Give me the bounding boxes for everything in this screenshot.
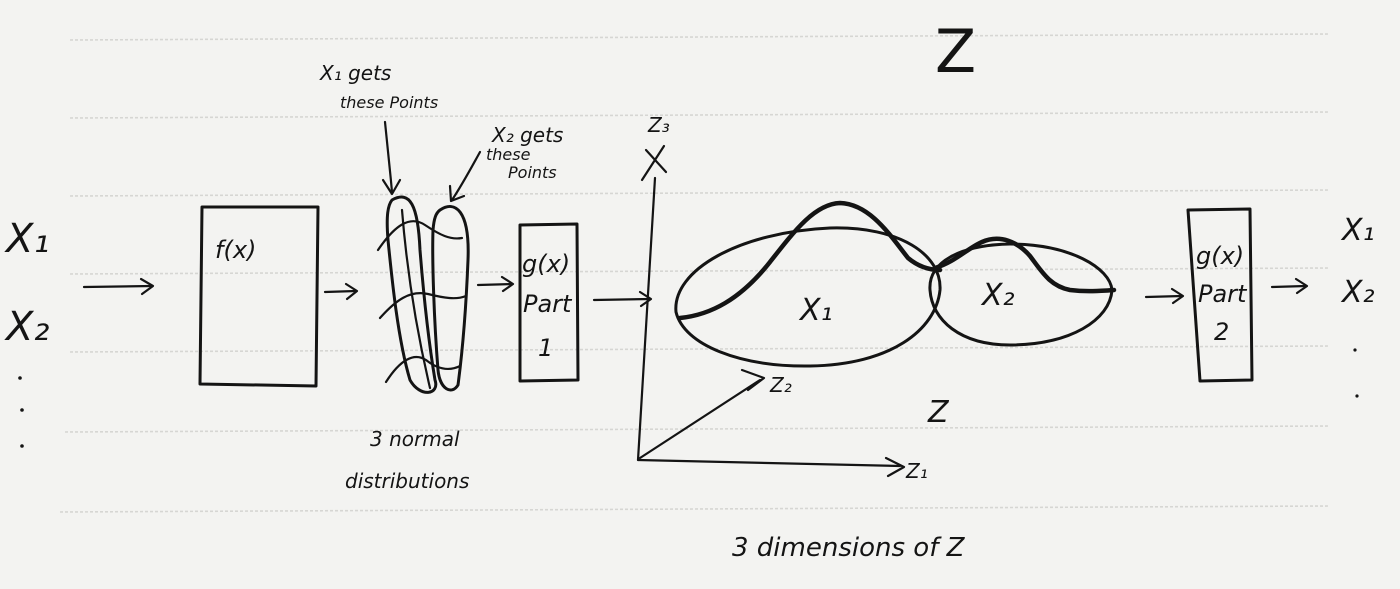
x2-points-pointer xyxy=(448,150,482,203)
x2-note-line3: Points xyxy=(508,163,557,182)
encoder-label: f(x) xyxy=(215,236,256,264)
distributions-caption-line1: 3 normal xyxy=(370,427,460,451)
cluster-x1-shape xyxy=(674,200,943,368)
x2-note-line2: these xyxy=(486,145,531,164)
arrow-latent-to-decoder2 xyxy=(1144,287,1185,305)
x1-note-line1: X₁ gets xyxy=(319,61,391,85)
x2-note-line1: X₂ gets xyxy=(491,123,563,147)
latent-caption: 3 dimensions of Z xyxy=(732,533,966,563)
decoder-part2-box xyxy=(1186,207,1254,383)
input-ellipsis xyxy=(18,376,24,448)
input-x2-label: X₂ xyxy=(4,304,49,350)
normal-distributions xyxy=(376,195,470,394)
axis-z3-label: Z₃ xyxy=(647,113,670,137)
arrow-decoder1-to-latent xyxy=(592,290,653,308)
output-ellipsis xyxy=(1353,348,1359,398)
arrow-decoder2-to-outputs xyxy=(1270,277,1309,295)
arrow-encoder-to-distributions xyxy=(323,282,359,301)
decoder-part2-line3: 2 xyxy=(1214,318,1229,346)
output-x2-label: X₂ xyxy=(1340,275,1375,310)
latent-axes xyxy=(636,176,902,468)
cluster-x2-shape xyxy=(928,236,1117,347)
distributions-caption-line2: distributions xyxy=(345,469,469,493)
cluster-x2-label: X₂ xyxy=(980,278,1015,313)
axis-z3-arrow xyxy=(640,144,668,182)
decoder-part2-line1: g(x) xyxy=(1196,242,1244,270)
x1-points-pointer xyxy=(381,120,402,196)
latent-space-label: Z xyxy=(927,395,950,430)
x1-note-line2: these Points xyxy=(340,93,438,112)
axis-z2-label: Z₂ xyxy=(769,373,792,397)
arrow-distributions-to-decoder1 xyxy=(476,275,515,293)
axis-z2-arrow xyxy=(740,368,766,392)
arrow-input-to-encoder xyxy=(82,277,155,296)
axis-z1-arrow xyxy=(884,456,906,478)
encoder-box xyxy=(198,205,320,388)
input-x1-label: X₁ xyxy=(4,216,49,262)
decoder-part2-line2: Part xyxy=(1198,280,1248,308)
notebook-rule-lines xyxy=(59,33,1331,513)
output-x1-label: X₁ xyxy=(1340,213,1375,248)
decoder-part1-line1: g(x) xyxy=(522,250,570,278)
decoder-part1-line3: 1 xyxy=(538,334,553,362)
decoder-part1-line2: Part xyxy=(523,290,573,318)
cluster-x1-label: X₁ xyxy=(798,293,833,328)
axis-z1-label: Z₁ xyxy=(905,459,928,483)
title-z: Z xyxy=(935,17,976,87)
decoder-part1-box xyxy=(518,222,580,383)
